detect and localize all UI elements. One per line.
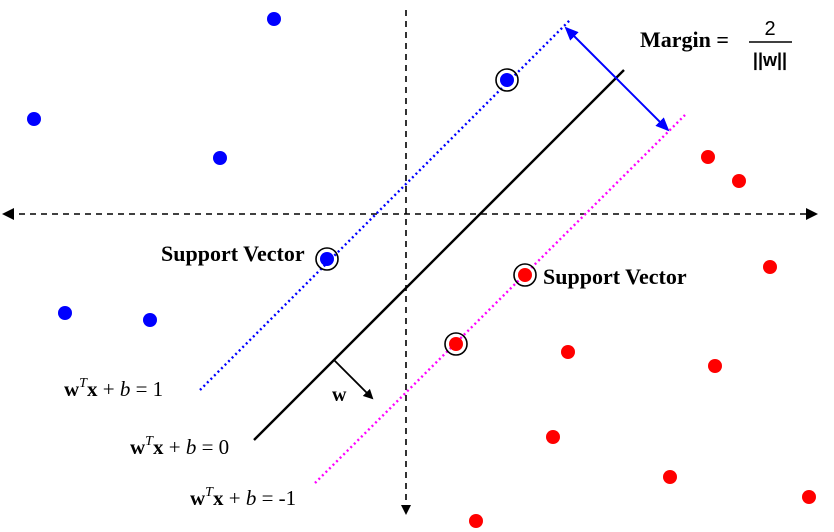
positive-point	[27, 112, 41, 126]
negative-point	[763, 260, 777, 274]
support-vectors	[315, 68, 537, 356]
axes	[2, 10, 818, 515]
horizontal-axis-right-arrow-icon	[806, 208, 818, 220]
support-vector-marker-icon	[513, 263, 537, 287]
negative-point	[469, 514, 483, 528]
negative-point	[708, 359, 722, 373]
negative-point	[546, 430, 560, 444]
support-vector-marker-icon	[495, 68, 519, 92]
support-vector-marker-icon	[444, 332, 468, 356]
support-vector-label-left: Support Vector	[161, 241, 305, 266]
positive-margin-line	[199, 19, 571, 391]
positive-point	[143, 313, 157, 327]
positive-class-points	[27, 12, 281, 327]
support-vector-marker-icon	[315, 247, 339, 271]
positive-point	[58, 306, 72, 320]
negative-margin-line	[314, 114, 686, 484]
vertical-axis-down-arrow-icon	[401, 505, 411, 515]
margin-label: Margin =	[640, 27, 729, 52]
margin-denominator: ||w||	[753, 50, 787, 70]
negative-point	[561, 345, 575, 359]
negative-point	[732, 174, 746, 188]
negative-point	[701, 150, 715, 164]
positive-point	[267, 12, 281, 26]
negative-point	[802, 490, 816, 504]
horizontal-axis-left-arrow-icon	[2, 208, 14, 220]
equation-negative-margin: wTx + b = -1	[190, 485, 296, 510]
equation-positive-margin: wTx + b = 1	[64, 376, 163, 401]
decision-boundary-line	[253, 69, 625, 441]
equation-decision-boundary: wTx + b = 0	[130, 434, 229, 459]
support-vector-label-right: Support Vector	[543, 264, 687, 289]
margin-arrow	[564, 26, 670, 132]
margin-formula: Margin = 2 ||w||	[640, 18, 792, 70]
weight-vector-arrow-icon	[333, 359, 374, 400]
weight-vector: w	[332, 359, 374, 406]
negative-class-points	[469, 150, 816, 528]
negative-point	[663, 470, 677, 484]
weight-vector-label: w	[332, 384, 347, 406]
positive-point	[213, 151, 227, 165]
margin-numerator: 2	[764, 18, 775, 40]
